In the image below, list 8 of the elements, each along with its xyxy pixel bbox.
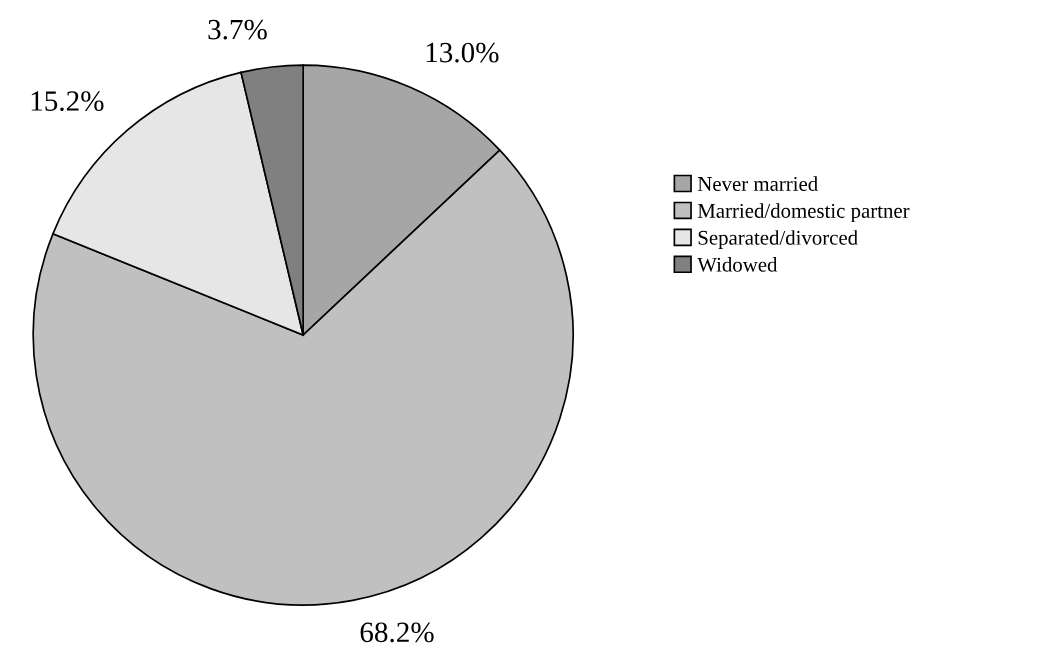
data-label: 3.7% bbox=[208, 19, 267, 40]
data-label: 15.2% bbox=[31, 91, 104, 112]
legend-label: Married/domestic partner bbox=[697, 203, 910, 223]
data-label: 68.2% bbox=[360, 622, 434, 643]
legend-label: Separated/divorced bbox=[698, 230, 858, 250]
legend-label: Never married bbox=[697, 176, 818, 191]
data-label: 13.0% bbox=[426, 42, 499, 63]
legend-label: Widowed bbox=[697, 257, 778, 272]
